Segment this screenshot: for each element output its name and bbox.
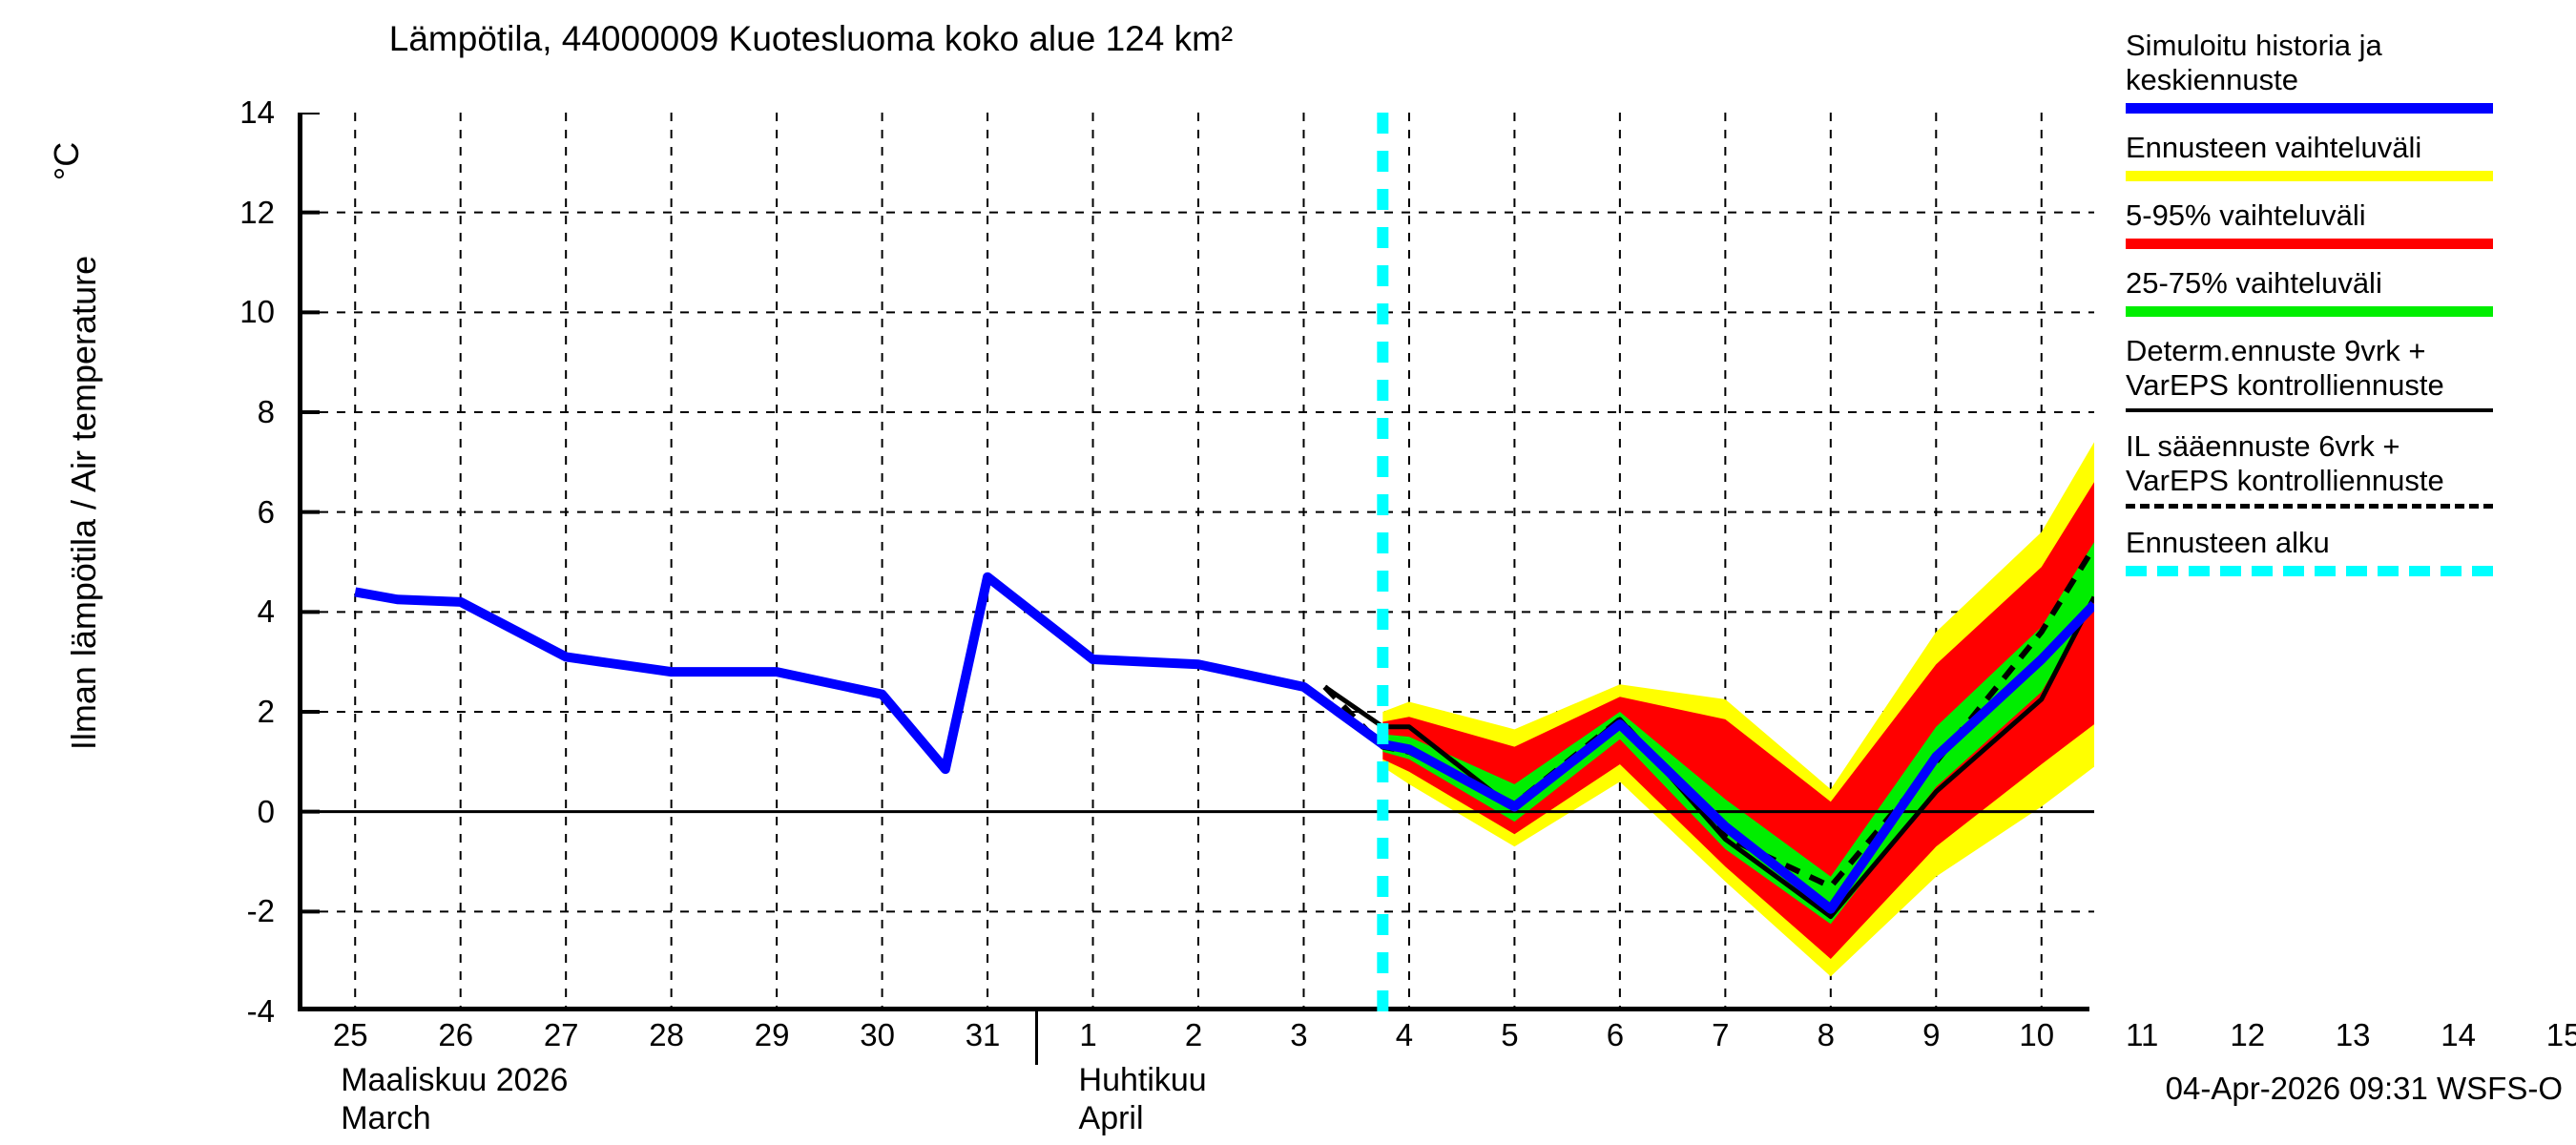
y-tick-label: 4 bbox=[257, 593, 275, 630]
legend-label: IL sääennuste 6vrk + VarEPS kontrollienn… bbox=[2126, 429, 2444, 497]
legend-entry[interactable]: Determ.ennuste 9vrk + VarEPS kontrollien… bbox=[2126, 334, 2574, 412]
x-tick-label: 14 bbox=[2441, 1017, 2476, 1052]
x-tick-label: 4 bbox=[1395, 1017, 1414, 1052]
legend-entry[interactable]: 5-95% vaihteluväli bbox=[2126, 198, 2574, 249]
legend-label: Determ.ennuste 9vrk + VarEPS kontrollien… bbox=[2126, 334, 2444, 402]
x-tick-label: 6 bbox=[1606, 1017, 1625, 1052]
month-separator bbox=[1035, 1011, 1039, 1065]
legend-entry[interactable]: Ennusteen vaihteluväli bbox=[2126, 131, 2574, 181]
x-axis-ticks: 252627282930311234567891011121314151617 bbox=[298, 1017, 2576, 1061]
y-tick-label: 2 bbox=[257, 694, 275, 729]
legend-swatch-green-band bbox=[2126, 306, 2493, 317]
y-tick-label: 10 bbox=[239, 294, 275, 330]
x-tick-label: 5 bbox=[1501, 1017, 1519, 1052]
x-tick-label: 3 bbox=[1290, 1017, 1308, 1052]
y-tick-label: -4 bbox=[246, 993, 275, 1029]
month-right-fi: Huhtikuu bbox=[1078, 1062, 1207, 1098]
legend-entry[interactable]: Simuloitu historia ja keskiennuste bbox=[2126, 29, 2574, 114]
month-left-en: March bbox=[341, 1100, 431, 1136]
x-tick-label: 8 bbox=[1817, 1017, 1835, 1052]
legend-label: Simuloitu historia ja keskiennuste bbox=[2126, 29, 2382, 96]
page-title: Lämpötila, 44000009 Kuotesluoma koko alu… bbox=[388, 19, 1234, 58]
footer-timestamp: 04-Apr-2026 09:31 WSFS-O bbox=[2165, 1071, 2563, 1106]
legend-swatch-yellow-band bbox=[2126, 171, 2493, 181]
legend-swatch-black-dashed bbox=[2126, 504, 2493, 509]
plot-area bbox=[298, 113, 2094, 1011]
legend-entry[interactable]: IL sääennuste 6vrk + VarEPS kontrollienn… bbox=[2126, 429, 2574, 509]
band-5-95-red bbox=[1382, 482, 2094, 960]
y-tick-label: 14 bbox=[239, 94, 275, 130]
x-tick-label: 13 bbox=[2335, 1017, 2371, 1052]
legend-swatch-red-band bbox=[2126, 239, 2493, 249]
legend-label: Ennusteen vaihteluväli bbox=[2126, 131, 2422, 164]
legend-swatch-cyan-dashed bbox=[2126, 566, 2493, 576]
legend-swatch-blue-line bbox=[2126, 103, 2493, 114]
month-right-en: April bbox=[1078, 1100, 1144, 1136]
chart-legend: Simuloitu historia ja keskiennuste Ennust… bbox=[2126, 29, 2574, 593]
y-tick-label: 0 bbox=[257, 793, 275, 829]
x-tick-label: 28 bbox=[649, 1017, 684, 1052]
x-tick-label: 7 bbox=[1712, 1017, 1730, 1052]
y-axis-unit-label: °C bbox=[47, 141, 86, 181]
legend-label: Ennusteen alku bbox=[2126, 526, 2330, 559]
y-tick-label: 8 bbox=[257, 394, 275, 429]
x-tick-label: 12 bbox=[2230, 1017, 2266, 1052]
y-tick-label: 12 bbox=[239, 194, 275, 230]
y-axis-ticks: 14 12 10 8 6 4 2 0 -2 -4 bbox=[162, 94, 277, 1029]
line-simulated-history-mean bbox=[354, 572, 2094, 914]
x-tick-label: 11 bbox=[2126, 1017, 2159, 1052]
x-tick-label: 25 bbox=[332, 1017, 368, 1052]
x-tick-label: 10 bbox=[2019, 1017, 2055, 1052]
x-tick-label: 27 bbox=[543, 1017, 579, 1052]
month-label-right: Huhtikuu April bbox=[1079, 1061, 1207, 1137]
month-label-left: Maaliskuu 2026 March bbox=[341, 1061, 568, 1137]
x-tick-label: 9 bbox=[1922, 1017, 1941, 1052]
x-tick-label: 2 bbox=[1184, 1017, 1203, 1052]
chart-canvas bbox=[302, 113, 2094, 1011]
x-tick-label: 30 bbox=[860, 1017, 895, 1052]
y-tick-label: -2 bbox=[246, 893, 275, 929]
legend-entry[interactable]: 25-75% vaihteluväli bbox=[2126, 266, 2574, 317]
x-tick-label: 29 bbox=[754, 1017, 790, 1052]
x-tick-label: 26 bbox=[438, 1017, 474, 1052]
x-tick-label: 31 bbox=[965, 1017, 1001, 1052]
legend-label: 5-95% vaihteluväli bbox=[2126, 198, 2366, 232]
legend-entry[interactable]: Ennusteen alku bbox=[2126, 526, 2574, 576]
x-tick-label: 1 bbox=[1079, 1017, 1097, 1052]
legend-label: 25-75% vaihteluväli bbox=[2126, 266, 2382, 300]
month-left-fi: Maaliskuu 2026 bbox=[341, 1062, 569, 1098]
y-tick-label: 6 bbox=[257, 493, 275, 530]
legend-swatch-black-solid bbox=[2126, 408, 2493, 412]
x-tick-label: 15 bbox=[2545, 1017, 2576, 1052]
